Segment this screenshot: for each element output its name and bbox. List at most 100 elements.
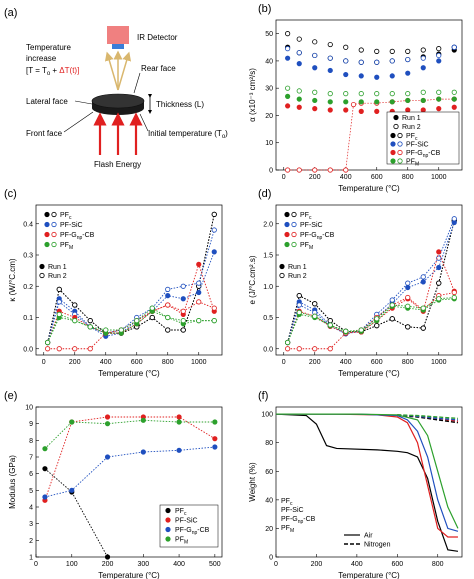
data-point-run2 [180,327,186,333]
data-point-run2 [420,305,426,311]
x-tick-label: 600 [131,359,143,366]
data-point-run2 [358,91,364,97]
legend-marker [51,241,57,248]
data-point-run2 [343,58,349,64]
legend-marker [44,231,50,238]
data-point-run2 [296,293,302,299]
data-point [69,487,75,493]
y-tick-label: 40 [265,58,273,65]
series-line-air [275,413,459,552]
data-point-run2 [327,346,333,352]
legend-label: PF-SiC [406,142,429,149]
series-line-run1 [287,298,455,343]
y-tick-label: 0.1 [23,315,33,322]
data-point [104,454,111,460]
data-point-run2 [436,296,442,302]
x-tick-label: 0 [42,359,46,366]
data-point-run1 [312,65,318,71]
data-point-run2 [72,318,78,324]
legend-marker [284,241,290,248]
legend-marker [51,221,57,228]
data-point [212,436,218,442]
data-point-run2 [358,327,364,333]
data-point-run2 [296,167,302,173]
data-point-run2 [358,59,364,65]
y-tick-label: 7 [29,455,33,462]
data-point-run1 [196,289,202,296]
data-point-run2 [405,294,411,301]
legend-label: Nitrogen [364,542,391,549]
data-point-run1 [436,106,442,112]
initial-temp-label: Initial temperature (To) [148,129,228,140]
data-point-run2 [389,48,395,54]
x-tick-label: 400 [351,561,363,568]
front-face-label: Front face [26,129,63,138]
data-point-run2 [165,302,171,308]
series-PF-SiC [42,414,218,503]
series-line-run1 [287,222,455,343]
data-point-run2 [374,48,380,54]
data-point-run1 [389,73,395,79]
y-tick-label: 0.0 [23,346,33,353]
data-point-run2 [196,318,202,324]
x-tick-label: 200 [69,359,81,366]
lateral-face-label: Lateral face [26,97,68,106]
legend-marker [397,141,403,147]
x-tick-label: 600 [371,359,383,366]
charts-layer: (b)0 200 400 600 800 100001020304050Temperatu… [4,3,463,579]
data-point-run1 [165,293,171,299]
data-point-run1 [358,73,364,79]
data-point-run1 [327,67,333,74]
series-PFM [42,417,218,452]
data-point-run1 [405,284,411,291]
y-tick-label: 1.0 [263,284,273,291]
data-point-run2 [436,89,442,95]
y-tick-label: 30 [265,86,273,93]
data-point [42,466,48,472]
legend-marker [284,211,290,218]
x-tick-label: 400 [340,359,352,366]
y-tick-label: 1 [29,555,33,562]
data-point-run2 [374,323,380,329]
legend-marker [291,231,297,238]
y-tick-label: 2 [29,538,33,545]
data-point-run2 [87,318,93,324]
data-point-run2 [165,286,171,292]
y-axis-label: e (J/°C.cm².s) [248,255,257,304]
x-tick-label: 200 [309,359,321,366]
data-point-run2 [451,216,457,222]
data-point-run2 [56,286,62,292]
y-tick-label: 4 [29,505,33,512]
series-PF-SiC [285,44,457,80]
data-point-run1 [285,93,291,99]
y-axis-label: Weight (%) [248,462,257,502]
data-point-run1 [343,71,349,78]
y-tick-label: 9 [29,421,33,428]
data-point-run2 [389,58,395,64]
data-point-run2 [180,308,186,314]
legend-label: PFc [300,212,312,221]
data-point-run1 [374,74,380,80]
x-tick-label: 600 [391,561,403,568]
data-point-run2 [374,91,380,97]
x-axis-label: Temperature (°C) [338,369,400,378]
x-tick-label: 1000 [191,359,207,366]
panel-label: (f) [258,390,268,402]
data-point-run2 [327,322,333,328]
panel-label: (c) [4,188,17,200]
series-PFM [276,413,459,529]
y-tick-label: 8 [29,438,33,445]
data-point-run2 [358,47,364,53]
legend-marker [291,211,297,218]
plot-frame [35,204,223,356]
legend-label: Run 1 [48,264,67,271]
data-point [104,421,111,427]
data-point-run1 [436,264,442,271]
data-point-run2 [296,88,302,94]
data-point-run2 [327,167,333,173]
series-line [44,419,215,449]
data-point-run2 [285,346,291,352]
series-line-air [276,413,459,529]
series-line-run2 [287,297,455,343]
data-point-run2 [343,328,349,334]
